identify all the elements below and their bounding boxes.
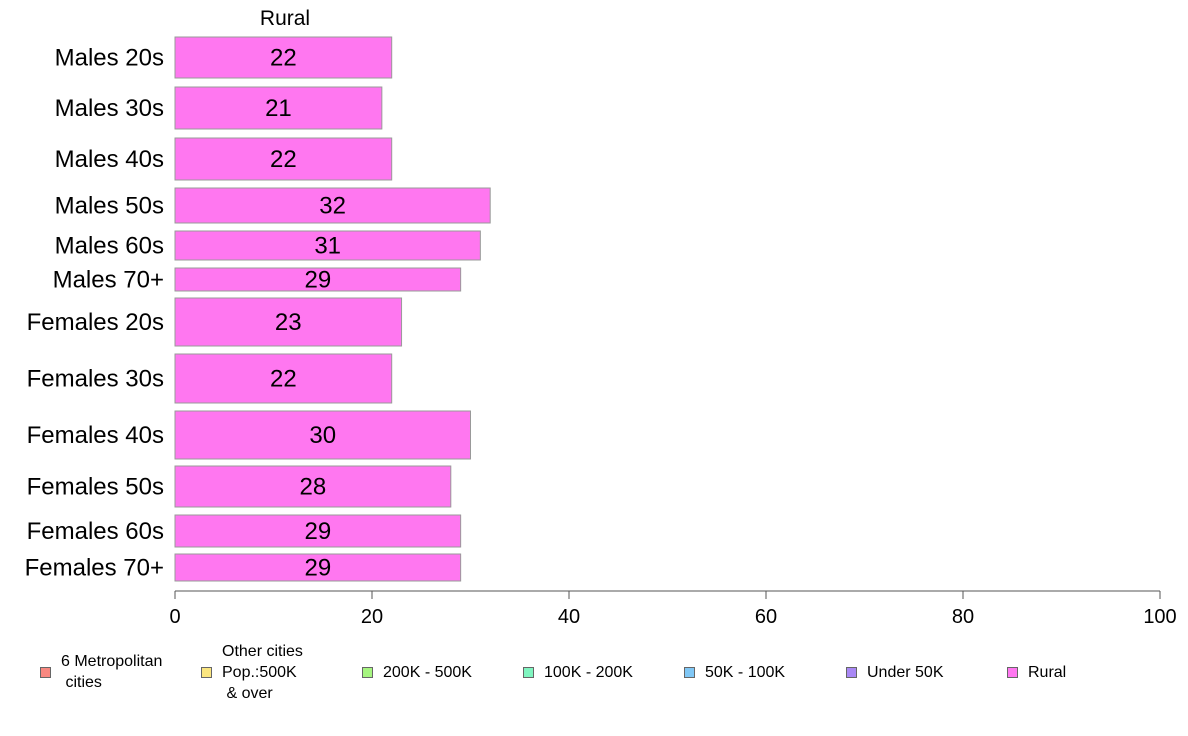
data-label: 32 — [319, 193, 346, 220]
legend-swatch — [1007, 666, 1018, 678]
category-label: Males 70+ — [53, 267, 164, 294]
legend-label: Under 50K — [867, 663, 944, 681]
data-label: 22 — [270, 366, 297, 393]
legend-item: Rural — [1007, 640, 1066, 704]
legend-item: 50K - 100K — [684, 640, 785, 704]
legend-label: Other cities Pop.:500K & over — [222, 642, 303, 702]
bar — [174, 353, 393, 404]
category-label: Males 40s — [55, 146, 164, 173]
category-label: Females 30s — [27, 366, 164, 393]
data-label: 30 — [309, 422, 336, 449]
bar — [174, 514, 462, 548]
legend-item: 200K - 500K — [362, 640, 472, 704]
x-tick-label: 0 — [169, 606, 180, 628]
legend-swatch — [684, 666, 695, 678]
data-label: 28 — [300, 474, 327, 501]
data-label: 31 — [314, 233, 341, 260]
category-label: Males 50s — [55, 193, 164, 220]
data-label: 21 — [265, 95, 292, 122]
legend-item: Other cities Pop.:500K & over — [201, 640, 303, 704]
legend-label: 200K - 500K — [383, 663, 472, 681]
bar — [174, 465, 452, 508]
legend-swatch — [846, 666, 857, 678]
category-label: Females 60s — [27, 518, 164, 545]
bar — [174, 230, 481, 261]
category-label: Females 50s — [27, 474, 164, 501]
bar — [174, 36, 393, 79]
legend-label: 50K - 100K — [705, 663, 786, 681]
category-label: Females 20s — [27, 309, 164, 336]
data-label: 29 — [304, 555, 331, 582]
bar — [174, 86, 383, 130]
x-tick-label: 80 — [952, 606, 974, 628]
data-label: 29 — [304, 518, 331, 545]
data-label: 22 — [270, 45, 297, 72]
legend-item: 6 Metropolitan cities — [40, 640, 162, 704]
legend-swatch — [201, 666, 212, 678]
legend-swatch — [40, 666, 51, 678]
x-tick-label: 100 — [1143, 606, 1176, 628]
x-tick-label: 40 — [558, 606, 580, 628]
legend-swatch — [362, 666, 373, 678]
panel-title: Rural — [260, 7, 310, 30]
category-label: Males 20s — [55, 45, 164, 72]
bar — [174, 187, 491, 224]
x-tick-label: 60 — [755, 606, 777, 628]
category-label: Males 60s — [55, 233, 164, 260]
bar — [174, 553, 462, 582]
legend-item: 100K - 200K — [523, 640, 633, 704]
category-label: Males 30s — [55, 95, 164, 122]
bar — [174, 410, 471, 460]
category-label: Females 40s — [27, 422, 164, 449]
category-label: Females 70+ — [25, 555, 164, 582]
data-label: 22 — [270, 146, 297, 173]
data-label: 23 — [275, 309, 302, 336]
legend-swatch — [523, 666, 534, 678]
bars-layer: Males 20s 22 Males 30s 21 Males 40s 22 Males 5… — [25, 36, 491, 582]
bar — [174, 137, 393, 181]
x-tick-label: 20 — [361, 606, 383, 628]
legend-label: Rural — [1028, 663, 1067, 681]
legend: 6 Metropolitan cities Other cities Pop.:5… — [0, 640, 1188, 720]
legend-label: 6 Metropolitan cities — [61, 653, 163, 691]
x-axis: 0 20 40 60 80 100 — [169, 590, 1177, 628]
data-label: 29 — [304, 267, 331, 294]
legend-item: Under 50K — [846, 640, 944, 704]
legend-label: 100K - 200K — [544, 663, 633, 681]
bar — [174, 267, 462, 292]
bar — [174, 297, 403, 347]
